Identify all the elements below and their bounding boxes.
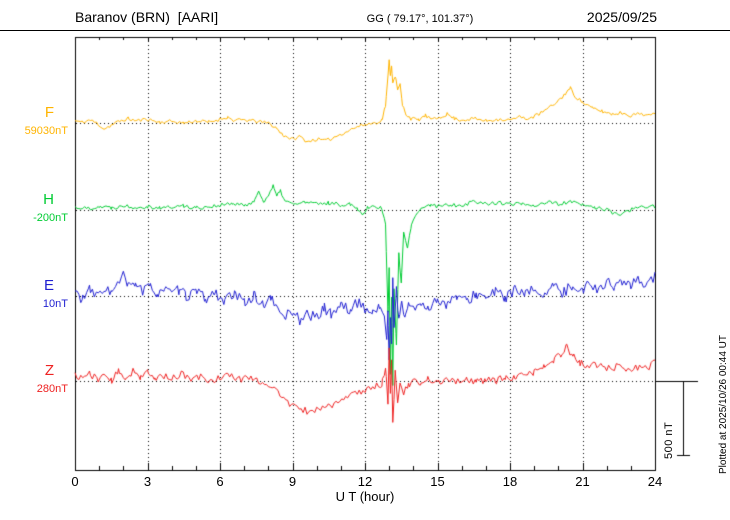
x-tick-label-15: 15 (430, 474, 445, 489)
x-tick-label-0: 0 (71, 474, 79, 489)
channel-baseline-Z: 280nT (36, 383, 68, 395)
channel-letter-Z: Z (44, 362, 54, 379)
x-tick-label-21: 21 (575, 474, 590, 489)
channel-letter-H: H (43, 191, 54, 208)
plotted-timestamp-note: Plotted at 2025/10/26 00:44 UT (718, 335, 729, 474)
channel-baseline-F: 59030nT (24, 125, 68, 137)
channel-letter-F: F (44, 104, 54, 121)
x-tick-label-12: 12 (357, 474, 373, 489)
channel-baseline-H: -200nT (33, 212, 68, 224)
x-axis-label: U T (hour) (335, 489, 395, 504)
x-tick-label-24: 24 (647, 474, 663, 489)
scale-bar-label: 500 nT (663, 421, 675, 459)
channel-baseline-E: 10nT (42, 298, 68, 310)
channel-letter-E: E (43, 277, 54, 294)
station-title: Baranov (BRN) [AARI] (75, 9, 219, 25)
x-tick-label-6: 6 (216, 474, 224, 489)
x-tick-label-9: 9 (288, 474, 297, 489)
station-coordinates: GG ( 79.17°, 101.37°) (366, 13, 474, 25)
x-tick-label-18: 18 (502, 474, 518, 489)
x-tick-label-3: 3 (143, 474, 152, 489)
plot-date: 2025/09/25 (586, 9, 657, 25)
header-divider (0, 30, 730, 31)
